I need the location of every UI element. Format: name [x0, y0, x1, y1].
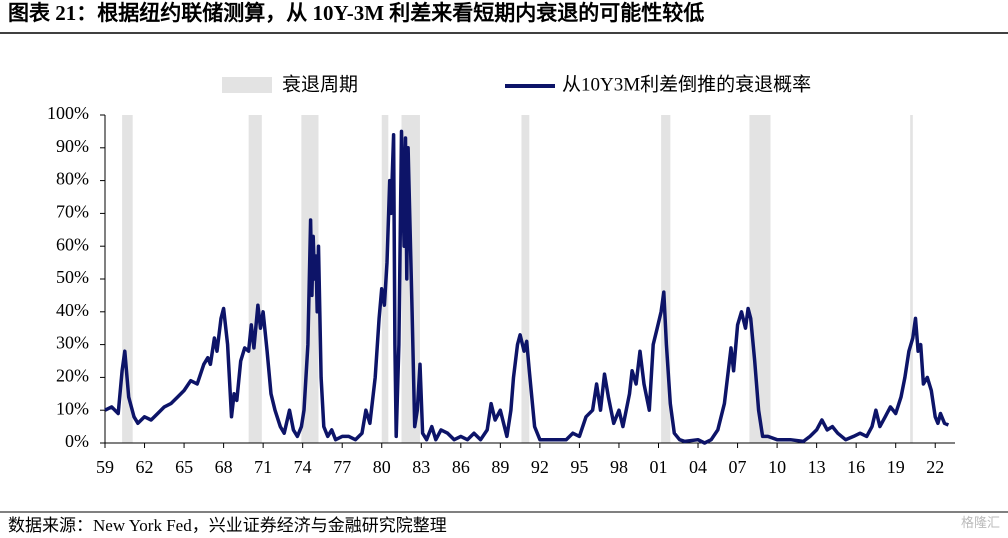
legend-swatch-shading — [222, 77, 272, 93]
y-tick-label: 70% — [56, 202, 89, 222]
legend-label: 从10Y3M利差倒推的衰退概率 — [562, 73, 811, 95]
x-tick-label: 95 — [570, 457, 588, 477]
y-tick-label: 20% — [56, 366, 89, 386]
recession-band — [749, 115, 771, 443]
watermark: 格隆汇 — [961, 515, 1000, 530]
x-tick-label: 80 — [373, 457, 391, 477]
x-tick-label: 68 — [215, 457, 233, 477]
x-tick-label: 62 — [136, 457, 154, 477]
y-tick-label: 40% — [56, 300, 89, 320]
y-tick-label: 0% — [65, 431, 89, 451]
x-tick-label: 83 — [412, 457, 430, 477]
x-tick-label: 01 — [649, 457, 667, 477]
x-tick-label: 77 — [333, 457, 351, 477]
x-tick-label: 74 — [294, 457, 312, 477]
x-tick-label: 10 — [768, 457, 786, 477]
legend-label: 衰退周期 — [282, 73, 358, 95]
x-tick-label: 92 — [531, 457, 549, 477]
x-tick-label: 07 — [729, 457, 747, 477]
x-tick-label: 22 — [926, 457, 944, 477]
y-tick-label: 10% — [56, 398, 89, 418]
x-tick-label: 89 — [491, 457, 509, 477]
series-line — [104, 129, 950, 445]
x-tick-label: 65 — [175, 457, 193, 477]
y-tick-label: 30% — [56, 333, 89, 353]
x-tick-label: 19 — [887, 457, 905, 477]
x-tick-label: 71 — [254, 457, 272, 477]
x-tick-label: 86 — [452, 457, 470, 477]
y-tick-label: 60% — [56, 234, 89, 254]
y-tick-label: 80% — [56, 169, 89, 189]
x-tick-label: 98 — [610, 457, 628, 477]
source-note: 数据来源：New York Fed，兴业证券经济与金融研究院整理 — [8, 516, 447, 535]
y-tick-label: 100% — [47, 103, 89, 123]
chart-title: 图表 21：根据纽约联储测算，从 10Y-3M 利差来看短期内衰退的可能性较低 — [8, 1, 704, 25]
recession-band — [248, 115, 262, 443]
recession-band — [122, 115, 133, 443]
recession-band — [521, 115, 530, 443]
recession-band — [910, 115, 913, 443]
plot-area: 0% 10% 20% 30% 40% 50% 60% 70% 80% 90% 100% 59 62 65 6… — [47, 103, 955, 477]
y-tick-label: 50% — [56, 267, 89, 287]
recession-band — [661, 115, 671, 443]
x-tick-label: 59 — [96, 457, 114, 477]
x-tick-label: 13 — [808, 457, 826, 477]
x-tick-label: 16 — [847, 457, 865, 477]
x-tick-label: 04 — [689, 457, 707, 477]
y-tick-label: 90% — [56, 136, 89, 156]
